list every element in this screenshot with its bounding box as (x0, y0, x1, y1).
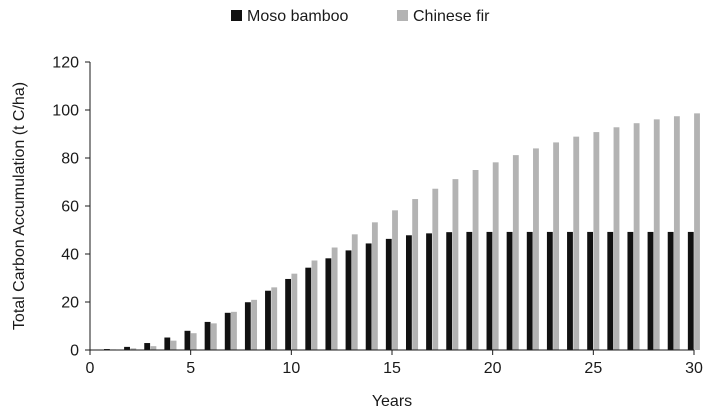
bar-moso-bamboo-year-16 (405, 235, 412, 350)
bar-chinese-fir-year-9 (271, 287, 278, 350)
bar-moso-bamboo-year-23 (546, 231, 553, 350)
bar-moso-bamboo-year-11 (305, 267, 312, 350)
y-tick-label: 120 (52, 55, 79, 72)
bar-chinese-fir-year-30 (694, 113, 700, 350)
bar-moso-bamboo-year-25 (587, 231, 594, 350)
y-tick-label: 40 (61, 247, 79, 264)
bar-chinese-fir-year-24 (573, 136, 580, 350)
y-tick-label: 80 (61, 151, 79, 168)
bar-moso-bamboo-year-20 (486, 231, 493, 350)
legend-swatch-moso-bamboo (231, 10, 242, 21)
bar-chinese-fir-year-2 (130, 348, 137, 350)
bar-moso-bamboo-year-19 (466, 231, 473, 350)
bar-chinese-fir-year-14 (371, 222, 378, 350)
bar-moso-bamboo-year-27 (627, 231, 634, 350)
x-tick-label: 0 (86, 360, 95, 377)
bar-moso-bamboo-year-10 (285, 278, 292, 350)
bar-chinese-fir-year-15 (392, 210, 398, 350)
bar-moso-bamboo-year-5 (184, 330, 191, 350)
y-axis-ticks: 0 20 40 60 80 100 120 (52, 55, 90, 360)
bar-moso-bamboo-year-6 (204, 321, 211, 350)
bar-chinese-fir-year-26 (613, 127, 620, 350)
bar-chinese-fir-year-5 (190, 333, 197, 350)
bar-moso-bamboo-year-8 (244, 302, 251, 350)
bar-chinese-fir-year-21 (512, 155, 519, 350)
legend-label-chinese-fir: Chinese fir (413, 8, 490, 25)
bar-chinese-fir-year-11 (311, 260, 318, 350)
bar-moso-bamboo-year-7 (224, 312, 231, 350)
bar-chinese-fir-year-6 (210, 323, 217, 350)
bar-moso-bamboo-year-21 (506, 231, 513, 350)
bar-moso-bamboo-year-17 (426, 233, 432, 350)
x-tick-label: 10 (282, 360, 300, 377)
legend-label-moso-bamboo: Moso bamboo (247, 8, 348, 25)
bar-moso-bamboo-year-9 (265, 290, 271, 350)
bar-chinese-fir-year-29 (673, 116, 680, 351)
bar-moso-bamboo-year-24 (567, 231, 573, 350)
bar-moso-bamboo-year-18 (446, 232, 453, 350)
legend: Moso bamboo Chinese fir (231, 8, 490, 25)
bar-chinese-fir-year-16 (412, 199, 419, 350)
bar-moso-bamboo-year-13 (345, 250, 352, 350)
bar-moso-bamboo-year-28 (647, 231, 654, 350)
bar-moso-bamboo-year-14 (365, 243, 372, 350)
x-tick-label: 25 (584, 360, 602, 377)
bar-moso-bamboo-year-3 (144, 343, 151, 350)
bar-chinese-fir-year-7 (231, 311, 237, 350)
x-tick-label: 5 (186, 360, 195, 377)
y-tick-label: 100 (52, 103, 79, 120)
legend-swatch-chinese-fir (397, 10, 408, 21)
bar-chinese-fir-year-20 (492, 162, 499, 350)
bar-moso-bamboo-year-15 (385, 238, 392, 350)
bar-chinese-fir-year-8 (251, 299, 258, 350)
bar-moso-bamboo-year-29 (667, 231, 674, 350)
x-tick-label: 15 (383, 360, 401, 377)
bar-chinese-fir-year-27 (633, 123, 640, 350)
y-tick-label: 60 (61, 199, 79, 216)
bar-moso-bamboo-year-22 (526, 231, 533, 350)
bar-chinese-fir-year-10 (291, 273, 298, 350)
bars-group (103, 113, 700, 351)
x-axis-title: Years (372, 393, 412, 410)
bar-chinese-fir-year-23 (553, 142, 560, 350)
bar-chinese-fir-year-13 (351, 234, 358, 350)
bar-chinese-fir-year-3 (150, 346, 157, 350)
y-tick-label: 0 (70, 343, 79, 360)
bar-moso-bamboo-year-12 (325, 258, 332, 350)
bar-moso-bamboo-year-4 (164, 337, 171, 350)
x-tick-label: 30 (685, 360, 703, 377)
bar-chinese-fir-year-18 (452, 179, 459, 350)
bar-chinese-fir-year-4 (170, 340, 177, 350)
x-tick-label: 20 (484, 360, 502, 377)
y-axis-title: Total Carbon Accumulation (t C/ha) (11, 82, 28, 330)
bar-chinese-fir-year-25 (593, 132, 600, 350)
bar-chinese-fir-year-17 (432, 188, 439, 350)
bar-moso-bamboo-year-30 (687, 231, 694, 350)
bar-chinese-fir-year-22 (533, 148, 539, 350)
y-tick-label: 20 (61, 295, 79, 312)
x-axis-ticks: 0 5 10 15 20 25 30 (86, 350, 703, 377)
bar-chinese-fir-year-28 (653, 119, 660, 350)
bar-chinese-fir-year-12 (331, 247, 338, 350)
bar-moso-bamboo-year-26 (607, 231, 614, 350)
bar-chinese-fir-year-19 (472, 170, 479, 350)
bar-moso-bamboo-year-2 (124, 346, 130, 350)
